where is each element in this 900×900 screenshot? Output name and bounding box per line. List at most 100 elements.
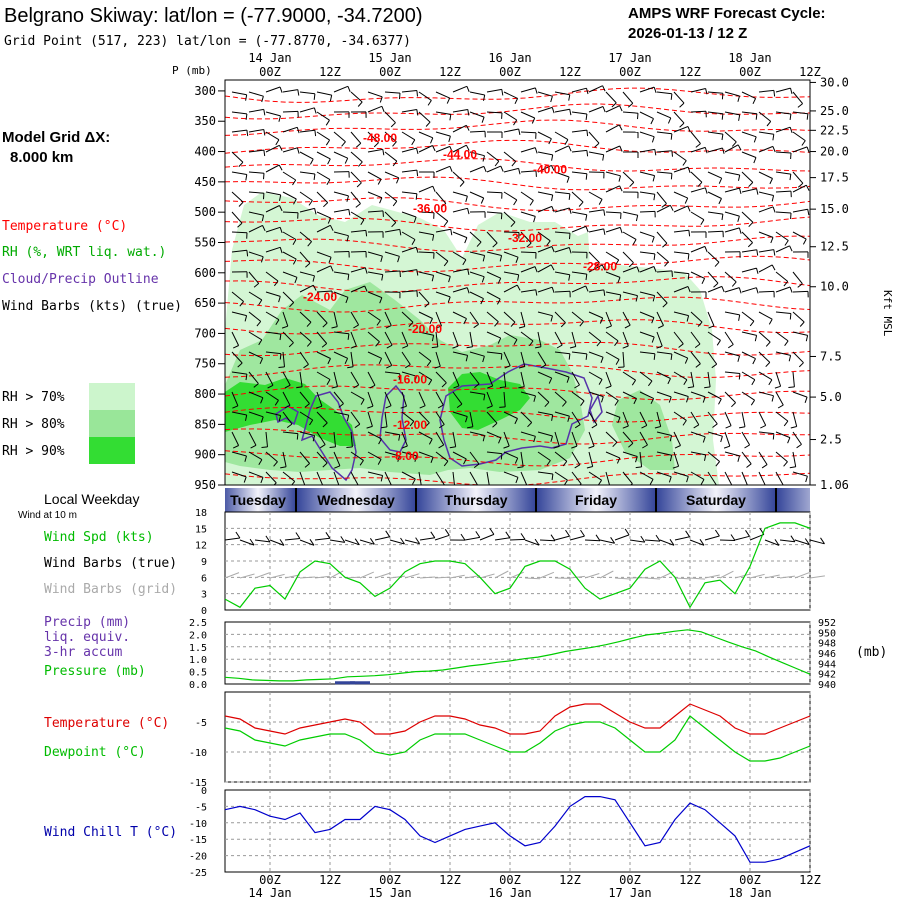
- surface-barb-grid: [719, 570, 734, 579]
- upper-wind-barb: [384, 131, 397, 143]
- cloud-outline: [275, 363, 603, 482]
- surface-barb-true-flag: [595, 534, 601, 542]
- model-grid-label: Model Grid ΔX:: [2, 129, 110, 146]
- upper-wind-barb: [537, 205, 553, 213]
- upper-wind-barb: [282, 271, 298, 278]
- upper-wind-barb: [792, 231, 807, 240]
- upper-wind-barb-flag: [378, 358, 383, 365]
- upper-wind-barb: [622, 291, 638, 297]
- upper-wind-barb-flag: [246, 250, 249, 257]
- upper-wind-barb: [469, 431, 485, 436]
- upper-wind-barb: [367, 471, 383, 476]
- upper-wind-barb: [282, 311, 289, 327]
- upper-wind-barb-flag: [751, 379, 756, 386]
- upper-wind-barb-flag: [437, 404, 444, 409]
- upper-wind-barb: [316, 151, 331, 160]
- upper-wind-barb: [299, 129, 315, 133]
- upper-wind-barb-flag: [316, 405, 323, 409]
- upper-wind-barb-flag: [360, 399, 365, 405]
- upper-wind-barb-flag: [806, 113, 809, 120]
- upper-wind-barb: [452, 144, 467, 153]
- surface-barb-grid: [539, 571, 555, 579]
- upper-wind-barb-flag: [296, 127, 300, 134]
- upper-wind-barb-flag: [286, 423, 293, 429]
- upper-wind-barb: [350, 131, 362, 144]
- precip-bar: [335, 681, 355, 685]
- upper-wind-barb-flag: [473, 323, 479, 329]
- upper-wind-barb: [656, 251, 669, 263]
- upper-wind-barb-flag: [624, 324, 631, 329]
- upper-wind-barb-flag: [429, 318, 433, 325]
- upper-wind-barb-flag: [687, 166, 691, 173]
- upper-wind-barb-flag: [753, 157, 757, 164]
- upper-wind-barb-flag: [551, 194, 554, 201]
- upper-wind-barb: [673, 431, 681, 446]
- upper-wind-barb-flag: [465, 125, 470, 131]
- upper-wind-barb: [503, 191, 518, 201]
- upper-wind-barb-flag: [721, 286, 725, 293]
- upper-wind-barb: [333, 471, 340, 485]
- surface-barb-true-flag: [699, 539, 705, 546]
- upper-wind-barb: [384, 171, 399, 179]
- upper-wind-barb-flag: [765, 362, 771, 368]
- upper-wind-barb: [707, 91, 723, 94]
- upper-wind-barb-flag: [668, 476, 672, 483]
- upper-wind-barb: [452, 251, 467, 261]
- upper-wind-barb: [741, 267, 757, 273]
- height-tick-label: 10.0: [820, 280, 849, 294]
- upper-wind-barb-flag: [629, 483, 633, 485]
- upper-wind-barb-flag: [551, 287, 555, 293]
- panel-frame: [224, 691, 811, 783]
- surface-barb-true: [269, 539, 285, 546]
- upper-wind-barb: [418, 311, 433, 319]
- upper-wind-barb-flag: [550, 315, 553, 322]
- upper-wind-barb-flag: [637, 113, 639, 120]
- upper-wind-barb: [333, 371, 338, 387]
- upper-wind-barb: [571, 271, 587, 275]
- upper-wind-barb: [673, 151, 687, 162]
- upper-wind-barb-flag: [518, 326, 525, 329]
- upper-wind-barb: [248, 291, 263, 301]
- pressure-axis: 3003504004505005506006507007508008509009…: [194, 84, 225, 492]
- upper-wind-barb: [639, 191, 655, 195]
- upper-wind-barb: [265, 291, 281, 297]
- upper-wind-barb-flag: [480, 298, 484, 305]
- upper-wind-barb: [265, 391, 279, 401]
- upper-wind-barb-flag: [651, 317, 655, 324]
- upper-wind-barb: [435, 271, 451, 277]
- surface-barb-true-flag: [369, 538, 375, 545]
- upper-wind-barb-flag: [386, 486, 391, 489]
- upper-wind-barb: [605, 311, 612, 327]
- upper-wind-barb: [231, 129, 247, 133]
- surface-barb-true: [689, 539, 705, 546]
- upper-wind-barb: [554, 131, 569, 141]
- upper-wind-barb-flag: [755, 287, 759, 294]
- upper-wind-barb: [673, 411, 687, 421]
- wind-speed-tick-label: 9: [201, 557, 207, 568]
- upper-wind-barb: [503, 471, 519, 478]
- upper-wind-barb-flag: [443, 460, 449, 467]
- surface-barb-grid: [329, 570, 344, 579]
- upper-wind-barb: [282, 411, 293, 425]
- upper-wind-barb-flag: [628, 442, 634, 448]
- upper-wind-barb: [792, 184, 807, 193]
- bottom-date-label: 17 Jan: [608, 886, 651, 900]
- upper-wind-barb: [435, 331, 439, 347]
- upper-wind-barb: [656, 111, 671, 119]
- upper-wind-barb-flag: [414, 455, 417, 462]
- upper-wind-barb: [350, 371, 360, 386]
- legend-temperature: Temperature (°C): [2, 219, 127, 234]
- upper-wind-barb-flag: [653, 253, 656, 260]
- upper-wind-barb-flag: [467, 208, 470, 215]
- upper-wind-barb-flag: [482, 435, 486, 442]
- upper-wind-barb-flag: [427, 100, 432, 106]
- upper-wind-barb: [554, 311, 566, 324]
- upper-wind-barb-flag: [605, 325, 612, 329]
- upper-wind-barb: [231, 211, 243, 224]
- upper-wind-barb-flag: [435, 325, 442, 329]
- upper-wind-barb: [435, 371, 447, 384]
- upper-wind-barb: [792, 208, 808, 213]
- upper-wind-barb: [775, 126, 791, 133]
- upper-wind-barb: [622, 211, 638, 216]
- upper-wind-barb: [333, 431, 336, 447]
